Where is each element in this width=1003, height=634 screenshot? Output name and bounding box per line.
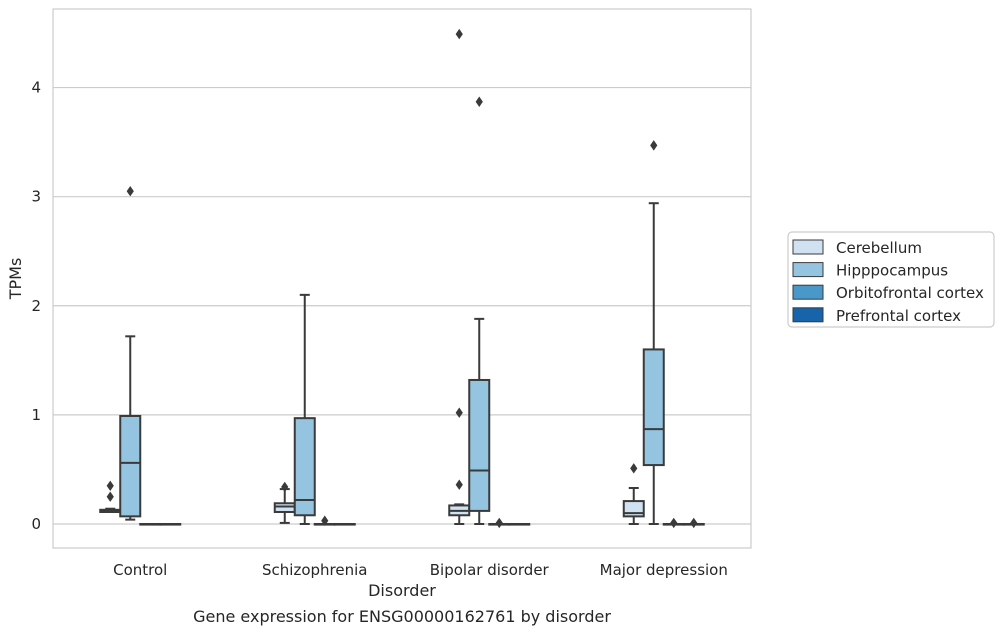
box-iqr — [293, 417, 316, 517]
outlier-point — [650, 140, 658, 151]
x-tick-label: Schizophrenia — [262, 561, 367, 579]
box-iqr — [273, 502, 296, 513]
box-cerebellum-3 — [622, 463, 645, 525]
box-hipppocampus-1 — [293, 293, 316, 525]
box-cerebellum-0 — [99, 480, 122, 513]
plot-frame — [52, 8, 752, 549]
outlier-point — [455, 479, 463, 490]
outlier-point — [126, 186, 134, 197]
x-tick-labels: Control Schizophrenia Bipolar disorder Majo… — [113, 561, 728, 579]
y-tick-labels: 0 1 2 3 4 — [31, 79, 41, 533]
outlier-point — [495, 517, 503, 529]
box-prefrontal-cortex-1 — [333, 522, 356, 526]
box-orbitofrontal-cortex-1 — [313, 515, 336, 526]
x-tick-label: Major depression — [600, 561, 728, 579]
outlier-point — [106, 480, 114, 492]
x-axis-label: Disorder — [368, 581, 436, 600]
box-cerebellum-2 — [448, 28, 471, 525]
box-hipppocampus-0 — [119, 186, 142, 521]
box-orbitofrontal-cortex-2 — [488, 517, 511, 529]
box-iqr — [468, 378, 491, 512]
legend-swatch — [792, 284, 824, 300]
box-prefrontal-cortex-3 — [682, 517, 705, 529]
box-orbitofrontal-cortex-0 — [139, 522, 162, 526]
legend: Cerebellum Hipppocampus Orbitofrontal cort… — [787, 231, 995, 328]
legend-entry-label: Hipppocampus — [836, 262, 948, 280]
box-hipppocampus-2 — [468, 96, 491, 525]
box-iqr — [119, 414, 142, 518]
outlier-point — [455, 28, 463, 40]
box-cerebellum-1 — [273, 481, 296, 524]
box-hipppocampus-3 — [642, 140, 665, 525]
y-tick-label: 4 — [31, 79, 41, 97]
outlier-point — [106, 491, 114, 502]
legend-entry-label: Cerebellum — [836, 239, 922, 257]
box-iqr — [642, 348, 665, 467]
legend-entry-label: Orbitofrontal cortex — [836, 284, 984, 302]
y-tick-label: 2 — [31, 297, 41, 315]
box-prefrontal-cortex-0 — [159, 522, 182, 526]
legend-swatch — [792, 262, 824, 278]
y-tick-label: 3 — [31, 188, 41, 206]
y-tick-label: 1 — [31, 406, 41, 424]
outlier-point — [455, 407, 463, 418]
legend-swatch — [792, 307, 824, 323]
y-tick-label: 0 — [31, 515, 41, 533]
legend-entry-label: Prefrontal cortex — [836, 307, 961, 325]
legend-frame — [787, 231, 995, 328]
x-tick-label: Bipolar disorder — [430, 561, 550, 579]
x-tick-label: Control — [113, 561, 167, 579]
outlier-point — [630, 463, 638, 474]
boxes — [99, 28, 705, 529]
outlier-point — [670, 517, 678, 529]
y-axis-label: TPMs — [6, 258, 25, 301]
box-orbitofrontal-cortex-3 — [662, 517, 685, 529]
outlier-point — [475, 96, 483, 107]
box-prefrontal-cortex-2 — [508, 522, 531, 526]
outlier-point — [690, 517, 698, 529]
outlier-point — [321, 515, 329, 526]
legend-swatch — [792, 239, 824, 255]
figure-caption: Gene expression for ENSG00000162761 by d… — [193, 607, 611, 626]
outlier-point — [281, 481, 289, 493]
